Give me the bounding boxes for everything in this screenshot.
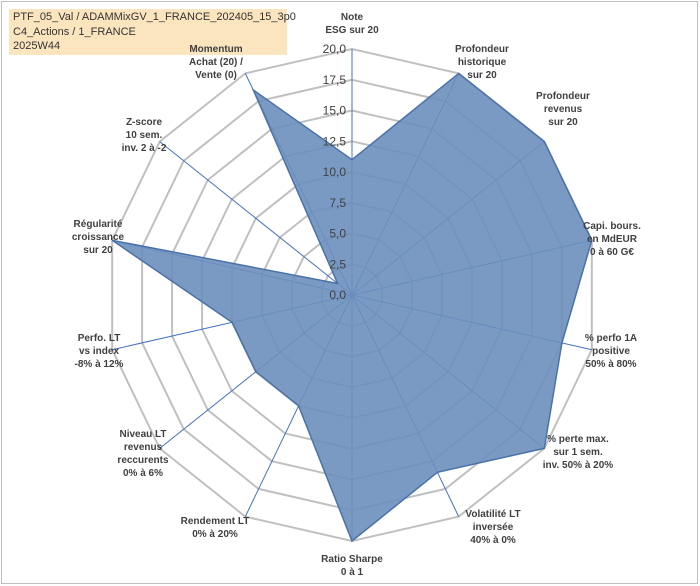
- tick-label: 15,0: [323, 104, 347, 118]
- axis-label-line: 40% à 0%: [470, 535, 516, 546]
- axis-label-line: Note: [341, 12, 364, 23]
- axis-label-line: Volatilité LT: [465, 509, 520, 520]
- axis-label-line: Capi. bours.: [583, 221, 641, 232]
- axis-label-line: revenus: [544, 104, 583, 115]
- axis-label-line: croissance: [72, 232, 125, 243]
- axis-labels: Note ESG sur 20 Profondeur historique sur 20…: [72, 12, 641, 578]
- axis-label-9: Rendement LT 0% à 20%: [181, 516, 250, 540]
- title-line-2: C4_Actions / 1_FRANCE: [13, 26, 136, 38]
- axis-label-line: sur 20: [548, 117, 578, 128]
- axis-label-line: 50% à 80%: [585, 359, 636, 370]
- axis-label-line: positive: [592, 346, 630, 357]
- axis-label-line: Profondeur: [536, 91, 590, 102]
- axis-label-line: en MdEUR: [587, 234, 638, 245]
- axis-label-line: sur 20: [83, 245, 113, 256]
- axis-label-3: Profondeur revenus sur 20: [536, 91, 590, 128]
- tick-label: 12,5: [323, 134, 347, 148]
- axis-label-line: Rendement LT: [181, 516, 250, 527]
- axis-label-line: Ratio Sharpe: [321, 554, 383, 565]
- tick-label: 17,5: [323, 73, 347, 87]
- axis-label-line: % perte max.: [547, 434, 609, 445]
- title-line-3: 2025W44: [13, 40, 61, 52]
- axis-label-line: reccurents: [117, 455, 169, 466]
- axis-label-line: ESG sur 20: [325, 25, 379, 36]
- tick-label: 2,5: [329, 257, 346, 271]
- axis-label-line: historique: [458, 57, 507, 68]
- axis-label-line: inv. 50% à 20%: [543, 460, 614, 471]
- tick-label: 0,0: [329, 288, 346, 302]
- axis-label-line: revenus: [124, 442, 163, 453]
- tick-label: 5,0: [329, 227, 346, 241]
- axis-label-line: Momentum: [189, 44, 242, 55]
- axis-label-14: Momentum Achat (20) / Vente (0): [189, 44, 243, 81]
- axis-label-line: Vente (0): [195, 70, 237, 81]
- tick-label: 20,0: [323, 42, 347, 56]
- axis-label-line: -8% à 12%: [75, 359, 124, 370]
- axis-label-line: inv. 2 à -2: [122, 143, 167, 154]
- axis-label-line: Niveau LT: [119, 429, 166, 440]
- axis-label-10: Niveau LT revenus reccurents 0% à 6%: [117, 429, 169, 479]
- radial-ticks: 0,0 2,5 5,0 7,5 10,0 12,5 15,0 17,5 20,0: [323, 42, 347, 302]
- axis-label-4: Capi. bours. en MdEUR 0 à 60 G€: [583, 221, 641, 258]
- title-line-1: PTF_05_Val / ADAMMixGV_1_FRANCE_202405_1…: [13, 11, 296, 23]
- axis-label-7: Volatilité LT inversée 40% à 0%: [465, 509, 520, 546]
- axis-label-11: Perfo. LT vs index -8% à 12%: [75, 333, 124, 370]
- axis-label-line: inversée: [473, 522, 514, 533]
- axis-label-12: Régularité croissance sur 20: [72, 219, 125, 256]
- axis-label-line: 0 à 1: [341, 567, 364, 578]
- axis-label-line: 0% à 20%: [192, 529, 238, 540]
- axis-label-line: Profondeur: [455, 44, 509, 55]
- axis-label-line: 0 à 60 G€: [590, 247, 634, 258]
- axis-label-6: % perte max. sur 1 sem. inv. 50% à 20%: [543, 434, 614, 471]
- axis-label-5: % perfo 1A positive 50% à 80%: [585, 333, 637, 370]
- axis-label-line: % perfo 1A: [585, 333, 637, 344]
- chart-title-box: PTF_05_Val / ADAMMixGV_1_FRANCE_202405_1…: [9, 9, 296, 55]
- axis-label-line: vs index: [79, 346, 119, 357]
- axis-label-8: Ratio Sharpe 0 à 1: [321, 554, 383, 578]
- radar-series-area: [111, 72, 593, 543]
- axis-label-line: Achat (20) /: [189, 57, 243, 68]
- axis-label-2: Profondeur historique sur 20: [455, 44, 509, 81]
- axis-label-line: Régularité: [74, 219, 123, 230]
- axis-label-line: 10 sem.: [126, 130, 163, 141]
- axis-label-line: sur 20: [467, 70, 497, 81]
- tick-label: 10,0: [323, 165, 347, 179]
- axis-label-line: 0% à 6%: [123, 468, 163, 479]
- spoke-13: [159, 141, 353, 296]
- axis-label-line: Perfo. LT: [78, 333, 121, 344]
- axis-label-line: sur 1 sem.: [553, 447, 603, 458]
- axis-label-1: Note ESG sur 20: [325, 12, 379, 36]
- axis-label-line: Z-score: [126, 117, 163, 128]
- tick-label: 7,5: [329, 196, 346, 210]
- axis-label-13: Z-score 10 sem. inv. 2 à -2: [122, 117, 167, 154]
